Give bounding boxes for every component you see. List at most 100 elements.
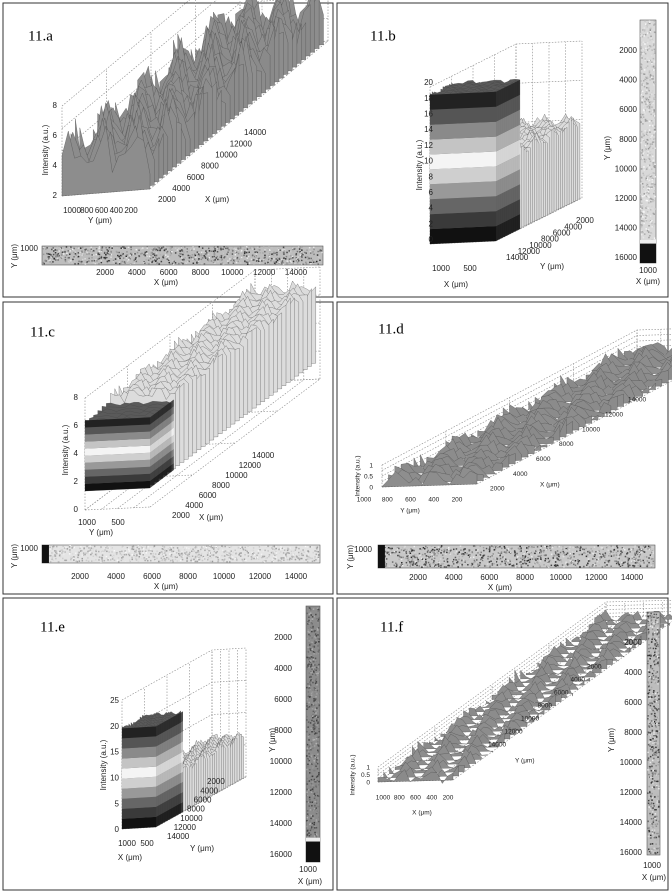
map-speck: [259, 259, 261, 261]
map-speck: [216, 551, 218, 553]
map-speck: [641, 150, 644, 153]
map-speck: [642, 122, 644, 125]
map-speck: [100, 250, 102, 253]
map-speck: [138, 550, 140, 553]
tick-label: 2000: [619, 46, 637, 55]
map-speck: [311, 673, 314, 675]
map-speck: [203, 557, 205, 559]
map-speck: [240, 255, 243, 257]
map-speck: [288, 552, 290, 554]
map-speck: [213, 261, 215, 263]
map-speck: [64, 551, 66, 553]
tick-label: 0.5: [364, 474, 373, 481]
map-speck: [540, 552, 542, 554]
map-speck: [309, 657, 311, 660]
map-speck: [85, 260, 87, 262]
map-speck: [646, 110, 648, 112]
map-speck: [109, 559, 112, 561]
map-speck: [307, 258, 310, 260]
map-speck: [313, 781, 316, 783]
map-speck: [650, 801, 653, 803]
map-speck: [543, 549, 545, 552]
map-speck: [640, 215, 642, 217]
map-speck: [646, 65, 649, 67]
map-speck: [136, 546, 138, 549]
map-speck: [648, 225, 650, 227]
map-speck: [310, 694, 313, 697]
map-speck: [618, 557, 620, 560]
map-speck: [308, 734, 311, 736]
map-speck: [226, 553, 228, 556]
map-speck: [558, 555, 560, 558]
map-speck: [206, 259, 209, 261]
map-speck: [276, 551, 279, 554]
map-speck: [539, 560, 541, 562]
map-speck: [539, 552, 541, 554]
map-speck: [310, 814, 313, 817]
map-speck: [526, 551, 528, 553]
map-speck: [560, 561, 563, 563]
map-speck: [243, 560, 245, 563]
map-speck: [483, 564, 486, 566]
map-speck: [650, 153, 652, 155]
map-speck: [257, 557, 260, 559]
map-speck: [61, 552, 63, 554]
map-speck: [641, 158, 643, 161]
map-speck: [311, 763, 313, 765]
map-speck: [493, 545, 495, 547]
map-speck: [551, 546, 554, 549]
map-speck: [273, 252, 275, 254]
map-speck: [644, 161, 646, 163]
map-speck: [65, 559, 68, 562]
map-speck: [621, 554, 624, 556]
map-speck: [534, 565, 536, 567]
map-speck: [316, 718, 318, 720]
map-speck: [208, 553, 210, 555]
map-speck: [482, 555, 484, 557]
map-speck: [647, 151, 649, 153]
map-speck: [128, 259, 130, 261]
block-band: [122, 766, 156, 779]
map-speck: [655, 655, 657, 658]
map-speck: [309, 557, 311, 559]
map-speck: [316, 546, 318, 549]
map-speck: [82, 246, 84, 249]
map-speck: [132, 253, 135, 255]
map-speck: [144, 254, 146, 257]
map-speck: [196, 560, 198, 563]
map-speck: [658, 657, 660, 659]
map-speck: [67, 553, 69, 555]
map-speck: [184, 552, 186, 554]
map-speck: [48, 256, 50, 258]
map-speck: [156, 557, 158, 560]
map-speck: [264, 249, 266, 251]
map-speck: [653, 740, 656, 743]
map-speck: [176, 560, 179, 562]
map-speck: [621, 559, 623, 562]
map-speck: [308, 693, 310, 696]
map-speck: [652, 110, 654, 113]
map-speck: [549, 545, 551, 547]
map-speck: [313, 745, 316, 747]
map-speck: [237, 260, 239, 263]
map-speck: [653, 717, 656, 719]
map-speck: [50, 254, 52, 256]
map-speck: [585, 555, 588, 558]
map-speck: [641, 135, 643, 138]
map-speck: [624, 555, 627, 558]
map-speck: [384, 550, 386, 553]
map-speck: [221, 262, 224, 264]
map-speck: [646, 49, 649, 51]
map-speck: [545, 554, 547, 556]
map-speck: [641, 36, 644, 38]
map-speck: [93, 254, 95, 256]
map-speck: [315, 669, 317, 671]
map-speck: [505, 560, 507, 563]
map-speck: [314, 657, 317, 660]
map-speck: [653, 637, 655, 639]
map-speck: [314, 688, 316, 690]
map-speck: [409, 552, 412, 554]
map-speck: [55, 255, 57, 258]
map-speck: [585, 547, 587, 550]
map-speck: [75, 552, 77, 554]
